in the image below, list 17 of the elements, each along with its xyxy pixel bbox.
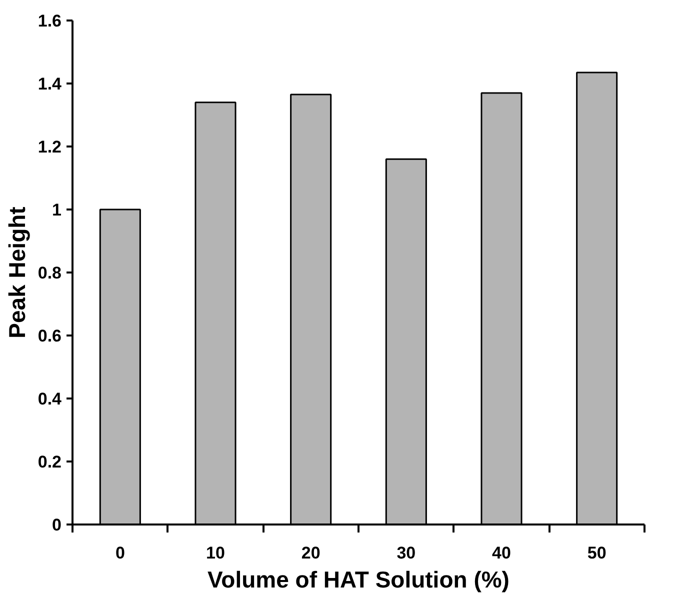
y-tick-label: 1.6 <box>38 12 62 30</box>
y-tick-label: 0.6 <box>38 326 62 346</box>
x-tick-label: 10 <box>206 544 225 562</box>
y-tick-label: 0.2 <box>38 452 62 472</box>
y-axis-title: Peak Height <box>4 206 30 338</box>
y-tick-label: 0 <box>52 516 62 534</box>
x-tick-label: 40 <box>492 544 511 562</box>
x-tick-label: 50 <box>587 544 606 562</box>
y-tick-label: 1.2 <box>38 138 62 156</box>
x-axis-title: Volume of HAT Solution (%) <box>208 566 510 592</box>
x-tick-label: 0 <box>115 544 125 562</box>
x-tick-label: 30 <box>396 544 416 562</box>
x-tick-label: 20 <box>301 544 320 562</box>
y-tick-label: 1 <box>52 200 62 220</box>
y-tick-label: 0.8 <box>38 264 62 282</box>
y-tick-label: 0.4 <box>38 390 62 408</box>
y-tick-label: 1.4 <box>38 74 62 94</box>
